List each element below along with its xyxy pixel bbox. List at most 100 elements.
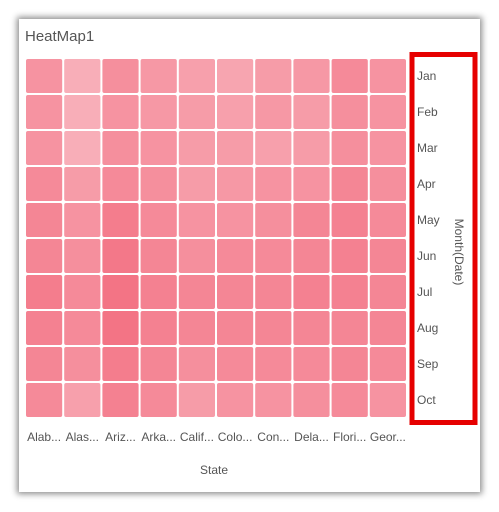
heatmap-cell-sep-4[interactable] [178, 347, 215, 381]
heatmap-cell-may-2[interactable] [102, 203, 139, 237]
heatmap-cell-apr-0[interactable] [26, 167, 63, 201]
heatmap-cell-jun-6[interactable] [255, 239, 292, 273]
heatmap-cell-aug-5[interactable] [217, 311, 254, 345]
heatmap-cell-may-6[interactable] [255, 203, 292, 237]
heatmap-cell-jun-1[interactable] [64, 239, 101, 273]
heatmap-cell-mar-7[interactable] [293, 131, 330, 165]
heatmap-cell-jul-0[interactable] [26, 275, 63, 309]
heatmap-cell-jul-2[interactable] [102, 275, 139, 309]
heatmap-cell-sep-6[interactable] [255, 347, 292, 381]
heatmap-cell-apr-3[interactable] [140, 167, 177, 201]
heatmap-cell-jul-7[interactable] [293, 275, 330, 309]
heatmap-cell-feb-5[interactable] [217, 95, 254, 129]
heatmap-cell-jun-7[interactable] [293, 239, 330, 273]
heatmap-cell-aug-4[interactable] [178, 311, 215, 345]
heatmap-cell-mar-0[interactable] [26, 131, 63, 165]
heatmap-cell-sep-1[interactable] [64, 347, 101, 381]
heatmap-cell-jan-4[interactable] [178, 59, 215, 93]
heatmap-cell-aug-0[interactable] [26, 311, 63, 345]
heatmap-cell-may-0[interactable] [26, 203, 63, 237]
heatmap-cell-apr-6[interactable] [255, 167, 292, 201]
heatmap-cell-apr-2[interactable] [102, 167, 139, 201]
heatmap-cell-feb-3[interactable] [140, 95, 177, 129]
heatmap-cell-feb-7[interactable] [293, 95, 330, 129]
heatmap-cell-apr-9[interactable] [369, 167, 406, 201]
heatmap-cell-oct-5[interactable] [217, 383, 254, 417]
heatmap-cell-jan-1[interactable] [64, 59, 101, 93]
heatmap-cell-feb-2[interactable] [102, 95, 139, 129]
heatmap-cell-mar-4[interactable] [178, 131, 215, 165]
heatmap-cell-aug-8[interactable] [331, 311, 368, 345]
heatmap-cell-sep-3[interactable] [140, 347, 177, 381]
heatmap-cell-sep-5[interactable] [217, 347, 254, 381]
heatmap-cell-aug-6[interactable] [255, 311, 292, 345]
heatmap-cell-feb-9[interactable] [369, 95, 406, 129]
heatmap-cell-mar-3[interactable] [140, 131, 177, 165]
heatmap-cell-jan-8[interactable] [331, 59, 368, 93]
heatmap-cell-aug-2[interactable] [102, 311, 139, 345]
heatmap-cell-oct-3[interactable] [140, 383, 177, 417]
heatmap-cell-jan-5[interactable] [217, 59, 254, 93]
heatmap-cell-oct-8[interactable] [331, 383, 368, 417]
heatmap-cell-oct-1[interactable] [64, 383, 101, 417]
heatmap-cell-jun-0[interactable] [26, 239, 63, 273]
heatmap-cell-oct-9[interactable] [369, 383, 406, 417]
heatmap-cell-may-1[interactable] [64, 203, 101, 237]
heatmap-cell-oct-7[interactable] [293, 383, 330, 417]
heatmap-cell-apr-5[interactable] [217, 167, 254, 201]
heatmap-cell-apr-7[interactable] [293, 167, 330, 201]
heatmap-cell-feb-6[interactable] [255, 95, 292, 129]
heatmap-cell-jan-7[interactable] [293, 59, 330, 93]
heatmap-cell-jan-2[interactable] [102, 59, 139, 93]
heatmap-cell-jun-4[interactable] [178, 239, 215, 273]
heatmap-cell-feb-8[interactable] [331, 95, 368, 129]
heatmap-cell-may-3[interactable] [140, 203, 177, 237]
heatmap-cell-jun-2[interactable] [102, 239, 139, 273]
heatmap-cell-mar-8[interactable] [331, 131, 368, 165]
heatmap-cell-sep-9[interactable] [369, 347, 406, 381]
heatmap-cell-sep-2[interactable] [102, 347, 139, 381]
heatmap-cell-oct-0[interactable] [26, 383, 63, 417]
heatmap-cell-aug-9[interactable] [369, 311, 406, 345]
heatmap-cell-apr-4[interactable] [178, 167, 215, 201]
heatmap-cell-may-8[interactable] [331, 203, 368, 237]
heatmap-cell-jan-9[interactable] [369, 59, 406, 93]
heatmap-cell-oct-4[interactable] [178, 383, 215, 417]
heatmap-cell-sep-7[interactable] [293, 347, 330, 381]
heatmap-cell-may-7[interactable] [293, 203, 330, 237]
heatmap-cell-aug-7[interactable] [293, 311, 330, 345]
heatmap-cell-jul-9[interactable] [369, 275, 406, 309]
heatmap-cell-sep-0[interactable] [26, 347, 63, 381]
heatmap-cell-jun-8[interactable] [331, 239, 368, 273]
heatmap-cell-aug-3[interactable] [140, 311, 177, 345]
heatmap-cell-jul-1[interactable] [64, 275, 101, 309]
heatmap-cell-apr-8[interactable] [331, 167, 368, 201]
heatmap-cell-oct-6[interactable] [255, 383, 292, 417]
heatmap-cell-jul-8[interactable] [331, 275, 368, 309]
heatmap-cell-feb-1[interactable] [64, 95, 101, 129]
heatmap-cell-jun-5[interactable] [217, 239, 254, 273]
heatmap-cell-feb-0[interactable] [26, 95, 63, 129]
heatmap-cell-apr-1[interactable] [64, 167, 101, 201]
heatmap-cell-jun-9[interactable] [369, 239, 406, 273]
heatmap-cell-jul-3[interactable] [140, 275, 177, 309]
heatmap-cell-jul-6[interactable] [255, 275, 292, 309]
heatmap-cell-mar-2[interactable] [102, 131, 139, 165]
heatmap-cell-jul-4[interactable] [178, 275, 215, 309]
heatmap-cell-mar-5[interactable] [217, 131, 254, 165]
heatmap-cell-mar-9[interactable] [369, 131, 406, 165]
heatmap-cell-oct-2[interactable] [102, 383, 139, 417]
heatmap-cell-feb-4[interactable] [178, 95, 215, 129]
heatmap-cell-mar-6[interactable] [255, 131, 292, 165]
heatmap-cell-may-5[interactable] [217, 203, 254, 237]
heatmap-cell-jan-3[interactable] [140, 59, 177, 93]
heatmap-cell-jun-3[interactable] [140, 239, 177, 273]
heatmap-cell-may-9[interactable] [369, 203, 406, 237]
heatmap-cell-sep-8[interactable] [331, 347, 368, 381]
heatmap-cell-jan-0[interactable] [26, 59, 63, 93]
heatmap-cell-mar-1[interactable] [64, 131, 101, 165]
heatmap-cell-jul-5[interactable] [217, 275, 254, 309]
heatmap-cell-jan-6[interactable] [255, 59, 292, 93]
heatmap-cell-may-4[interactable] [178, 203, 215, 237]
heatmap-cell-aug-1[interactable] [64, 311, 101, 345]
